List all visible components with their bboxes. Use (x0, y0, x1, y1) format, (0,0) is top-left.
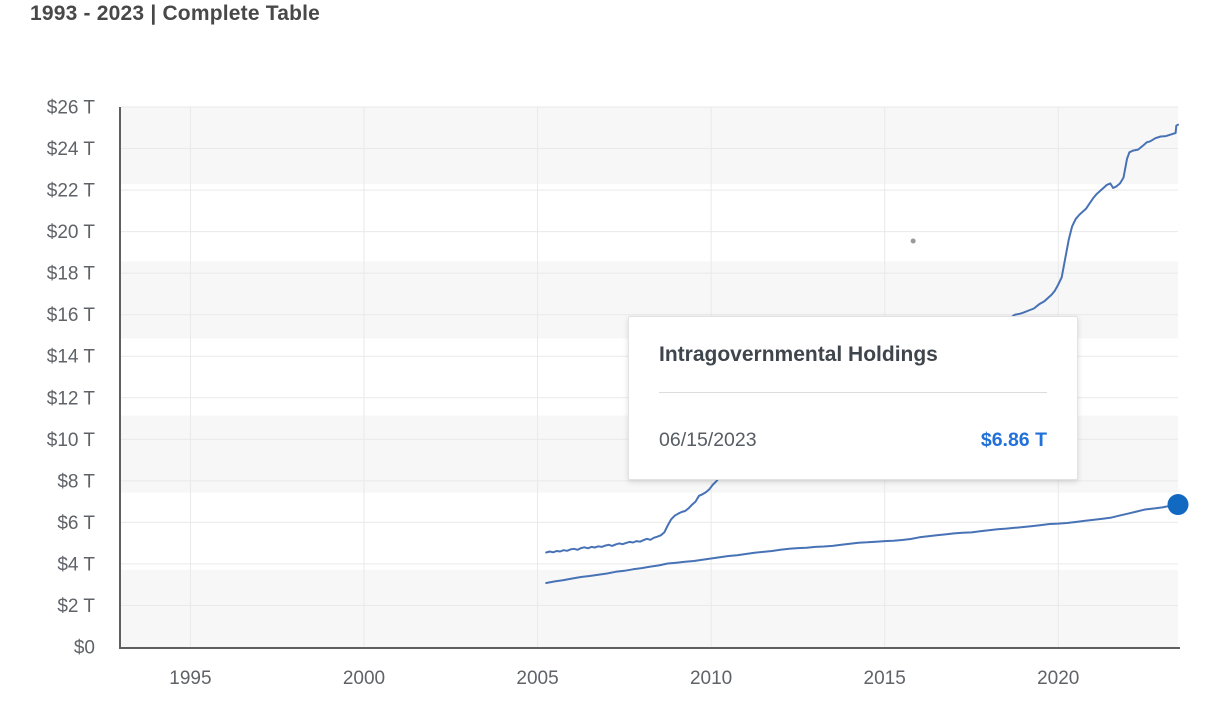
y-axis-label: $2 T (57, 596, 95, 617)
tooltip-row: 06/15/2023 $6.86 T (659, 429, 1047, 452)
series-line-1 (545, 503, 1179, 584)
tooltip-value: $6.86 T (980, 429, 1047, 451)
x-axis-label: 2010 (690, 668, 732, 689)
x-axis-label: 2000 (343, 668, 385, 689)
y-axis-label: $10 T (47, 430, 96, 451)
y-axis-label: $4 T (57, 554, 95, 575)
y-axis-label: $14 T (47, 347, 96, 368)
tooltip-date: 06/15/2023 (659, 429, 757, 451)
y-axis-label: $0 (74, 638, 95, 659)
stray-dot (910, 238, 916, 244)
y-axis-label: $26 T (47, 98, 96, 119)
plot-band (121, 107, 1178, 185)
tooltip-title: Intragovernmental Holdings (659, 343, 938, 366)
x-axis-label: 2015 (864, 668, 906, 689)
plot-band (121, 569, 1178, 647)
y-axis-label: $22 T (47, 181, 96, 202)
y-axis-label: $6 T (57, 513, 95, 534)
y-axis-label: $8 T (57, 471, 95, 492)
y-axis-label: $20 T (47, 222, 96, 243)
highlight-dot (1167, 494, 1189, 516)
page-title: 1993 - 2023 | Complete Table (30, 2, 321, 25)
y-axis-label: $12 T (47, 388, 96, 409)
y-axis-label: $16 T (47, 305, 96, 326)
y-axis-label: $18 T (47, 264, 96, 285)
x-axis-label: 2005 (516, 668, 558, 689)
x-axis-label: 1995 (169, 668, 211, 689)
y-axis-label: $24 T (47, 139, 96, 160)
tooltip-divider (659, 392, 1047, 393)
x-axis-label: 2020 (1037, 668, 1079, 689)
chart-tooltip: Intragovernmental Holdings 06/15/2023 $6… (628, 316, 1078, 480)
